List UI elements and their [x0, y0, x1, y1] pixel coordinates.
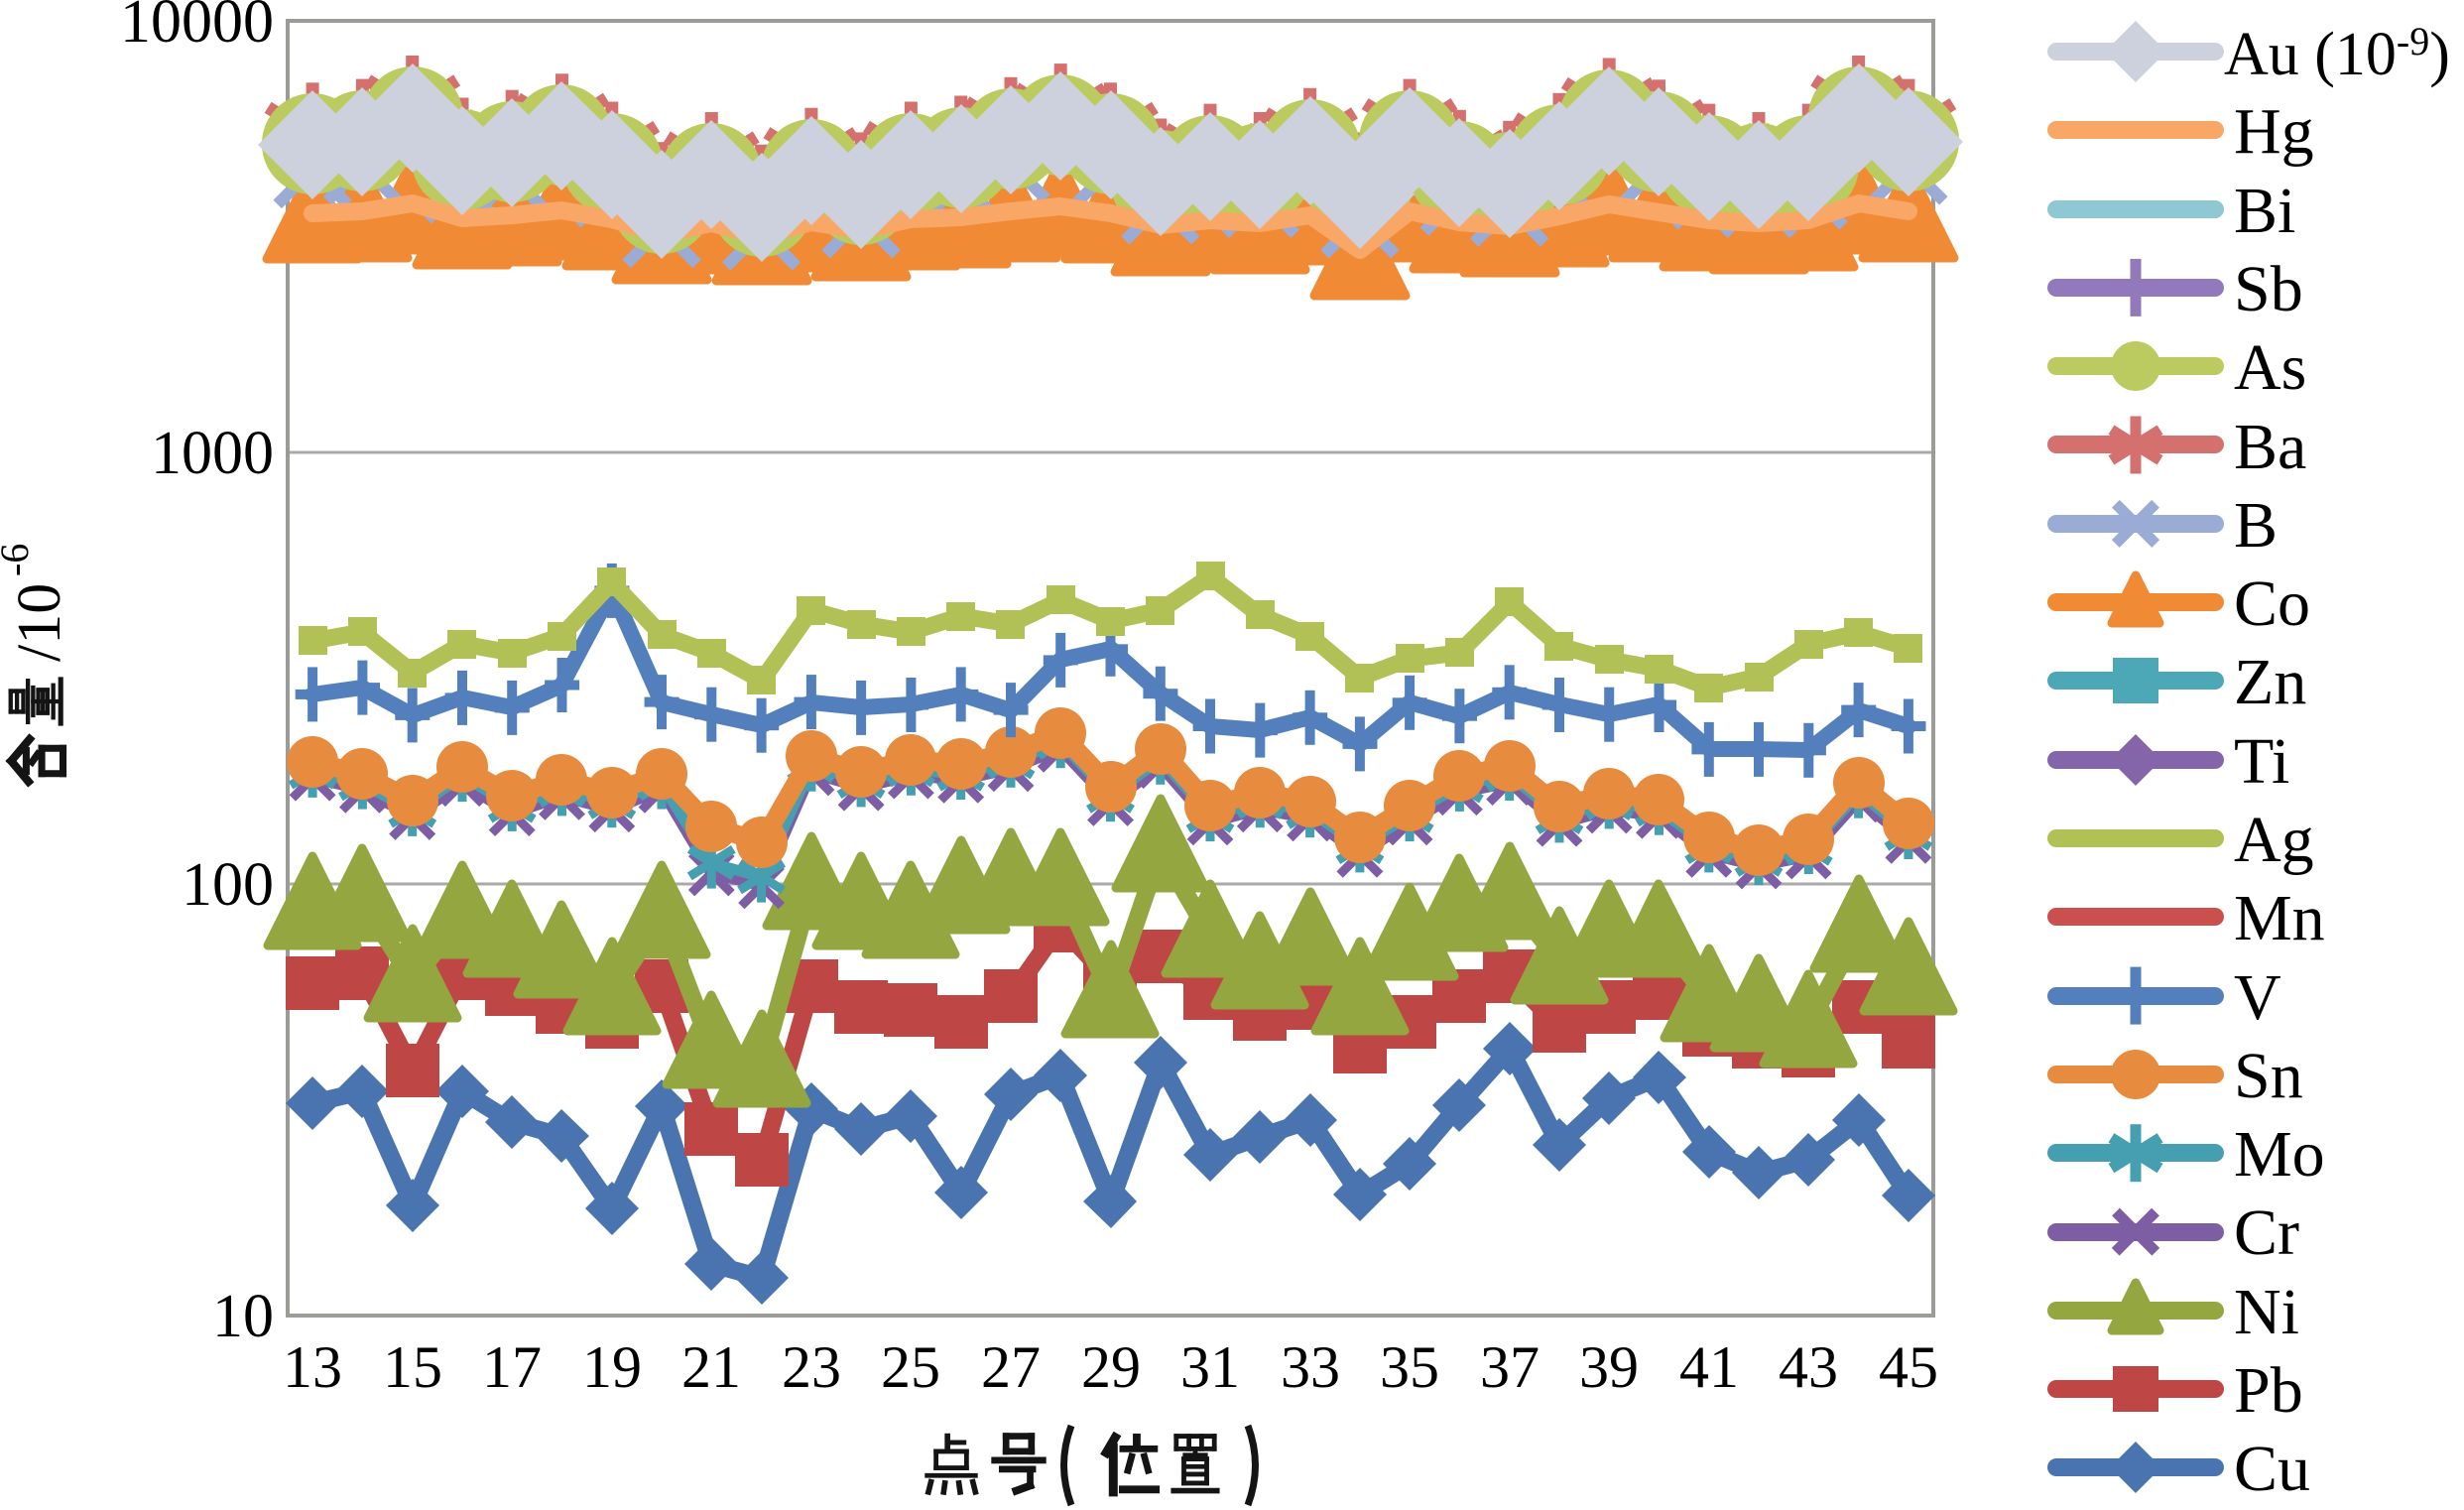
- svg-text:Mo: Mo: [2234, 1118, 2325, 1191]
- svg-text:10000: 10000: [120, 0, 274, 56]
- svg-text:Co: Co: [2234, 567, 2310, 640]
- svg-text:Ti: Ti: [2234, 725, 2289, 798]
- svg-text:Sb: Sb: [2234, 253, 2303, 325]
- svg-text:/10: /10: [6, 583, 73, 662]
- svg-text:V: V: [2234, 961, 2281, 1034]
- svg-text:Cu: Cu: [2234, 1433, 2310, 1505]
- svg-text:Cr: Cr: [2234, 1196, 2299, 1269]
- svg-text:Sn: Sn: [2234, 1040, 2303, 1112]
- svg-text:39: 39: [1579, 1334, 1639, 1400]
- svg-text:21: 21: [681, 1334, 741, 1400]
- svg-text:25: 25: [881, 1334, 940, 1400]
- svg-text:31: 31: [1180, 1334, 1240, 1400]
- svg-text:43: 43: [1779, 1334, 1838, 1400]
- svg-text:29: 29: [1081, 1334, 1141, 1400]
- svg-text:Pb: Pb: [2234, 1354, 2303, 1427]
- svg-text:17: 17: [482, 1334, 542, 1400]
- svg-text:Zn: Zn: [2234, 646, 2306, 718]
- svg-text:Hg: Hg: [2234, 95, 2314, 168]
- svg-text:As: As: [2234, 331, 2306, 404]
- svg-text:Ni: Ni: [2234, 1276, 2299, 1348]
- svg-text:B: B: [2234, 489, 2278, 562]
- svg-text:41: 41: [1679, 1334, 1739, 1400]
- svg-text:45: 45: [1879, 1334, 1938, 1400]
- svg-text:1000: 1000: [151, 420, 274, 487]
- svg-text:33: 33: [1281, 1334, 1340, 1400]
- svg-text:100: 100: [182, 851, 274, 919]
- svg-text:13: 13: [283, 1334, 342, 1400]
- svg-text:Mn: Mn: [2234, 882, 2325, 954]
- svg-text:19: 19: [582, 1334, 642, 1400]
- svg-text:Ba: Ba: [2234, 411, 2306, 483]
- svg-text:37: 37: [1480, 1334, 1540, 1400]
- svg-text:10: 10: [212, 1283, 274, 1350]
- svg-text:35: 35: [1380, 1334, 1439, 1400]
- svg-text:Bi: Bi: [2234, 175, 2295, 247]
- svg-text:Ag: Ag: [2234, 804, 2314, 876]
- svg-text:23: 23: [782, 1334, 841, 1400]
- svg-text:27: 27: [981, 1334, 1041, 1400]
- svg-text:-6: -6: [0, 544, 37, 576]
- svg-text:15: 15: [383, 1334, 442, 1400]
